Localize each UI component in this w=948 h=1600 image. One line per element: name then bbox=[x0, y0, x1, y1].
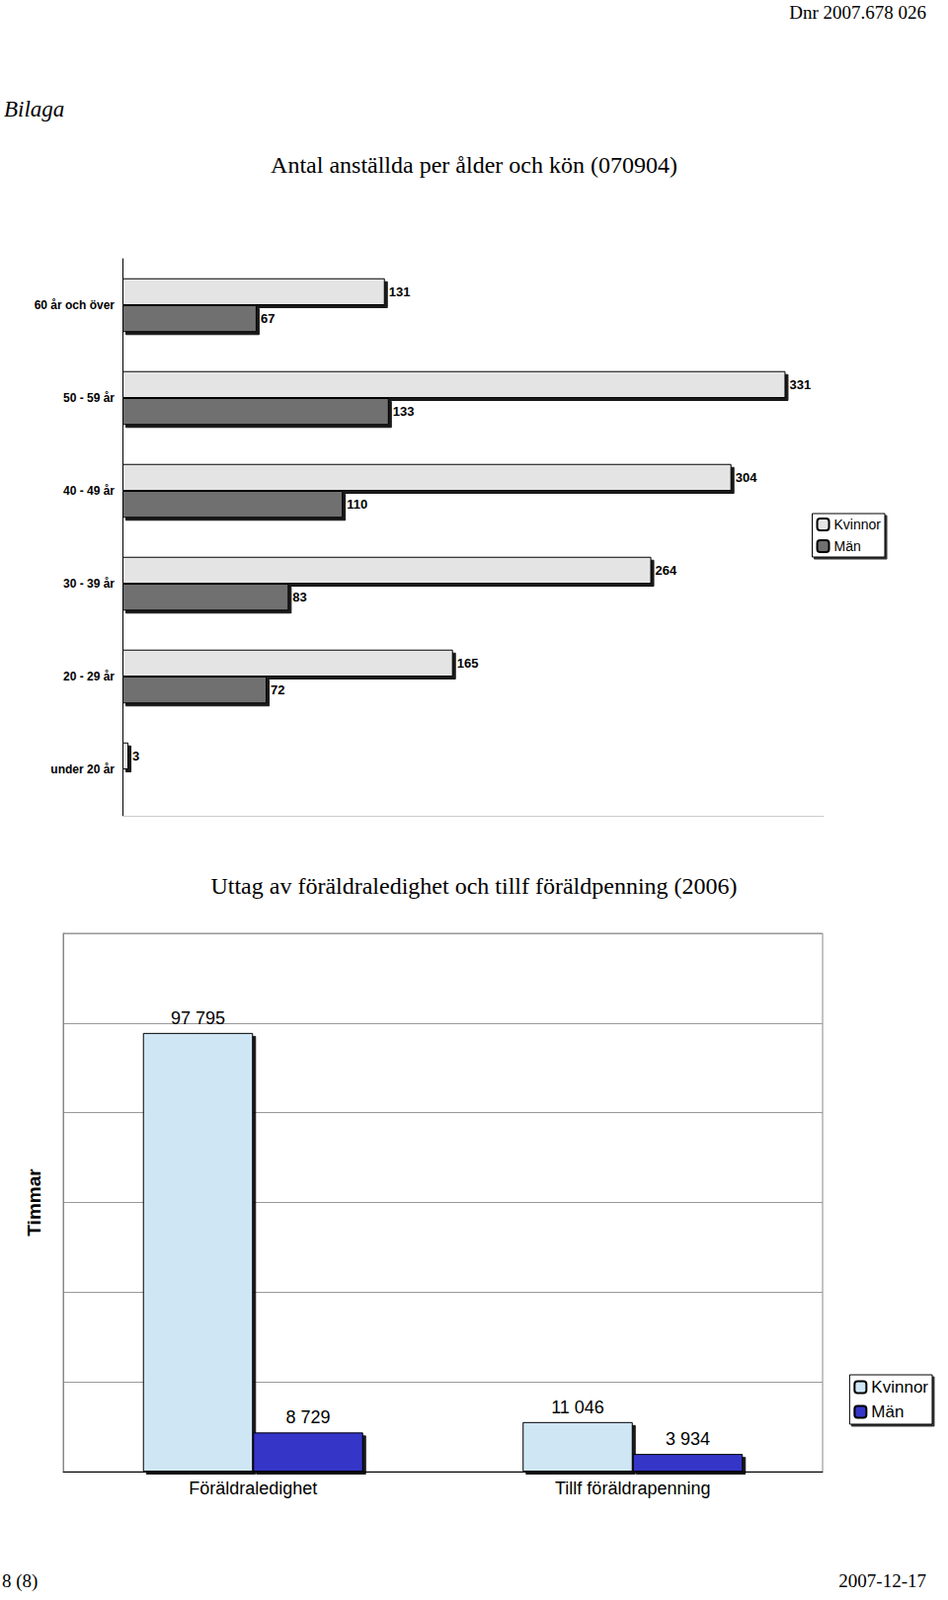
svg-text:11 046: 11 046 bbox=[551, 1397, 605, 1418]
svg-text:Uttag av föräldraledighet och: Uttag av föräldraledighet och tillf förä… bbox=[210, 872, 737, 899]
svg-text:3 934: 3 934 bbox=[665, 1428, 711, 1449]
svg-text:97 795: 97 795 bbox=[170, 1008, 226, 1028]
svg-text:165: 165 bbox=[457, 655, 479, 671]
svg-text:40 - 49 år: 40 - 49 år bbox=[63, 483, 115, 498]
svg-text:Män: Män bbox=[870, 1402, 904, 1422]
svg-text:72: 72 bbox=[270, 682, 285, 698]
html-text:2007-12-17: 2007-12-17 bbox=[838, 1570, 927, 1591]
svg-text:67: 67 bbox=[260, 311, 275, 326]
html-text:Bilaga: Bilaga bbox=[3, 96, 65, 122]
svg-text:30 - 39 år: 30 - 39 år bbox=[63, 576, 115, 591]
svg-text:under 20 år: under 20 år bbox=[50, 762, 115, 777]
svg-text:60 år och över: 60 år och över bbox=[34, 298, 116, 313]
svg-text:50 - 59 år: 50 - 59 år bbox=[63, 391, 115, 405]
svg-text:264: 264 bbox=[655, 562, 678, 578]
svg-text:20 - 29 år: 20 - 29 år bbox=[63, 669, 115, 684]
svg-text:Tillf föräldrapenning: Tillf föräldrapenning bbox=[554, 1478, 711, 1499]
svg-text:8 729: 8 729 bbox=[285, 1407, 330, 1427]
svg-text:Föräldraledighet: Föräldraledighet bbox=[188, 1478, 317, 1499]
svg-text:Kvinnor: Kvinnor bbox=[870, 1377, 929, 1397]
html-text:8 (8): 8 (8) bbox=[1, 1570, 38, 1591]
svg-text:Kvinnor: Kvinnor bbox=[834, 516, 882, 533]
svg-text:Timmar: Timmar bbox=[23, 1168, 45, 1237]
html-text:Dnr 2007.678 026: Dnr 2007.678 026 bbox=[789, 1, 927, 23]
svg-text:110: 110 bbox=[346, 496, 368, 512]
svg-text:Män: Män bbox=[834, 538, 862, 554]
svg-text:Antal anställda per ålder och: Antal anställda per ålder och kön (07090… bbox=[270, 152, 678, 178]
svg-text:133: 133 bbox=[393, 403, 415, 419]
svg-text:331: 331 bbox=[789, 377, 811, 393]
svg-text:131: 131 bbox=[389, 284, 411, 300]
svg-text:304: 304 bbox=[735, 470, 758, 485]
svg-text:3: 3 bbox=[132, 748, 140, 764]
svg-text:83: 83 bbox=[292, 589, 307, 605]
